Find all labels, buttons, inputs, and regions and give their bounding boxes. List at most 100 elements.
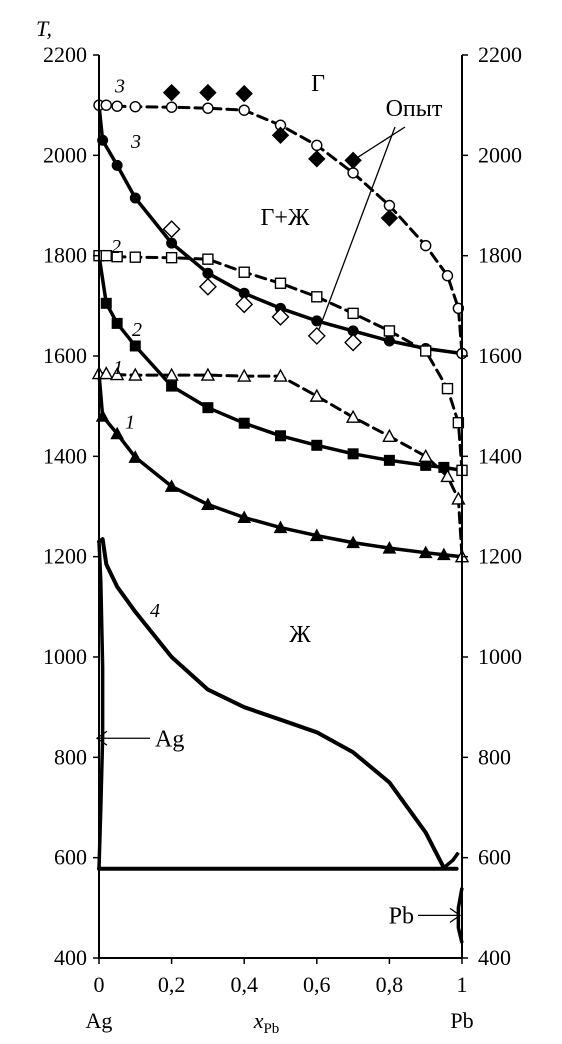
marker-square bbox=[111, 317, 123, 329]
marker-circle bbox=[111, 159, 123, 171]
y-axis-title: T, bbox=[36, 16, 52, 41]
marker-triangle bbox=[309, 388, 324, 402]
marker-diamond bbox=[162, 83, 181, 102]
curve-phase-diagram-8 bbox=[97, 537, 446, 870]
marker-triangle bbox=[418, 448, 433, 463]
marker-circle bbox=[100, 99, 112, 111]
x-tick-label: 0,4 bbox=[230, 972, 258, 997]
marker-square bbox=[238, 417, 250, 429]
pb-label: Pb bbox=[389, 903, 414, 929]
x-tick-label: 0,6 bbox=[303, 972, 331, 997]
ag-label: Ag bbox=[155, 726, 184, 752]
y-tick-label-left: 800 bbox=[54, 744, 87, 769]
y-tick-label-left: 2000 bbox=[43, 142, 87, 167]
marker-diamond bbox=[199, 83, 217, 102]
y-tick-label-right: 800 bbox=[478, 744, 511, 769]
marker-square bbox=[129, 340, 141, 352]
curve-number-label: 4 bbox=[150, 600, 160, 622]
marker-triangle bbox=[99, 366, 114, 380]
marker-circle bbox=[452, 302, 465, 315]
y-tick-label-right: 1000 bbox=[478, 644, 522, 669]
y-tick-label-right: 1600 bbox=[478, 343, 522, 368]
marker-triangle bbox=[237, 368, 252, 382]
ag-arrowhead bbox=[95, 730, 108, 746]
marker-square bbox=[383, 325, 396, 337]
x-tick-label: 0,2 bbox=[158, 972, 186, 997]
region-label-gas-liquid: Г+Ж bbox=[261, 205, 310, 231]
y-tick-label-right: 2000 bbox=[478, 142, 522, 167]
marker-triangle bbox=[128, 367, 143, 381]
marker-diamond bbox=[271, 307, 290, 326]
marker-triangle bbox=[418, 545, 433, 559]
marker-circle bbox=[166, 237, 178, 249]
marker-circle bbox=[420, 239, 432, 252]
marker-circle bbox=[383, 335, 395, 347]
marker-circle bbox=[97, 134, 109, 146]
marker-square bbox=[438, 461, 450, 473]
region-label-liquid: Ж bbox=[289, 622, 311, 648]
marker-diamond bbox=[198, 277, 217, 296]
curve-number-label: 1 bbox=[125, 412, 135, 434]
marker-circle bbox=[441, 270, 454, 282]
marker-diamond bbox=[235, 295, 254, 314]
y-tick-label-left: 1000 bbox=[43, 644, 87, 669]
curve-number-label: 3 bbox=[114, 76, 125, 98]
region-label-gas: Г bbox=[311, 71, 325, 97]
marker-triangle bbox=[345, 409, 361, 423]
marker-square bbox=[202, 402, 214, 414]
marker-square bbox=[100, 297, 112, 309]
marker-square bbox=[238, 266, 250, 278]
x-tick-label: 0,8 bbox=[376, 972, 404, 997]
marker-square bbox=[452, 417, 465, 429]
marker-diamond bbox=[307, 326, 326, 345]
data-markers bbox=[91, 83, 470, 563]
y-tick-label-right: 600 bbox=[478, 845, 511, 870]
marker-diamond bbox=[235, 84, 253, 103]
y-tick-label-left: 1200 bbox=[43, 544, 87, 569]
experiment-leader-filled bbox=[352, 126, 406, 161]
marker-triangle bbox=[273, 520, 288, 534]
marker-circle bbox=[202, 267, 214, 279]
marker-triangle bbox=[164, 479, 179, 492]
marker-square bbox=[111, 250, 123, 263]
y-tick-label-right: 2200 bbox=[478, 42, 522, 67]
marker-circle bbox=[129, 100, 142, 113]
marker-triangle bbox=[110, 426, 124, 440]
marker-circle bbox=[347, 167, 359, 179]
x-tick-label: 1 bbox=[457, 972, 468, 997]
curve-number-label: 3 bbox=[130, 131, 141, 153]
marker-square bbox=[311, 439, 323, 451]
curve-number-label: 2 bbox=[111, 236, 121, 258]
curve-pb-liquidus bbox=[442, 851, 460, 870]
y-tick-label-right: 400 bbox=[478, 945, 511, 970]
marker-circle bbox=[165, 101, 178, 113]
marker-circle bbox=[202, 102, 214, 114]
marker-triangle bbox=[200, 367, 216, 381]
marker-diamond bbox=[344, 333, 363, 352]
marker-triangle bbox=[164, 367, 179, 381]
marker-square bbox=[311, 291, 323, 303]
marker-diamond bbox=[308, 150, 326, 168]
y-tick-label-left: 600 bbox=[54, 845, 87, 870]
marker-triangle bbox=[440, 468, 455, 483]
y-tick-label-left: 1400 bbox=[43, 443, 87, 468]
marker-triangle bbox=[128, 450, 143, 463]
marker-triangle bbox=[382, 428, 397, 442]
x-end-label-pb: Pb bbox=[450, 1008, 473, 1033]
curve-number-label: 2 bbox=[132, 319, 142, 341]
y-tick-label-right: 1200 bbox=[478, 544, 522, 569]
y-tick-label-right: 1400 bbox=[478, 443, 522, 468]
x-tick-label: 0 bbox=[94, 972, 105, 997]
marker-circle bbox=[238, 104, 250, 116]
marker-square bbox=[100, 249, 112, 262]
marker-square bbox=[166, 380, 178, 392]
y-tick-label-left: 2200 bbox=[43, 42, 87, 67]
marker-triangle bbox=[237, 510, 252, 524]
pb-arrowhead bbox=[449, 907, 462, 923]
marker-square bbox=[165, 251, 178, 264]
marker-circle bbox=[111, 100, 123, 112]
x-axis-title: xPb bbox=[253, 1008, 280, 1037]
curve-ag-solvus bbox=[97, 541, 105, 869]
marker-triangle bbox=[437, 547, 451, 561]
